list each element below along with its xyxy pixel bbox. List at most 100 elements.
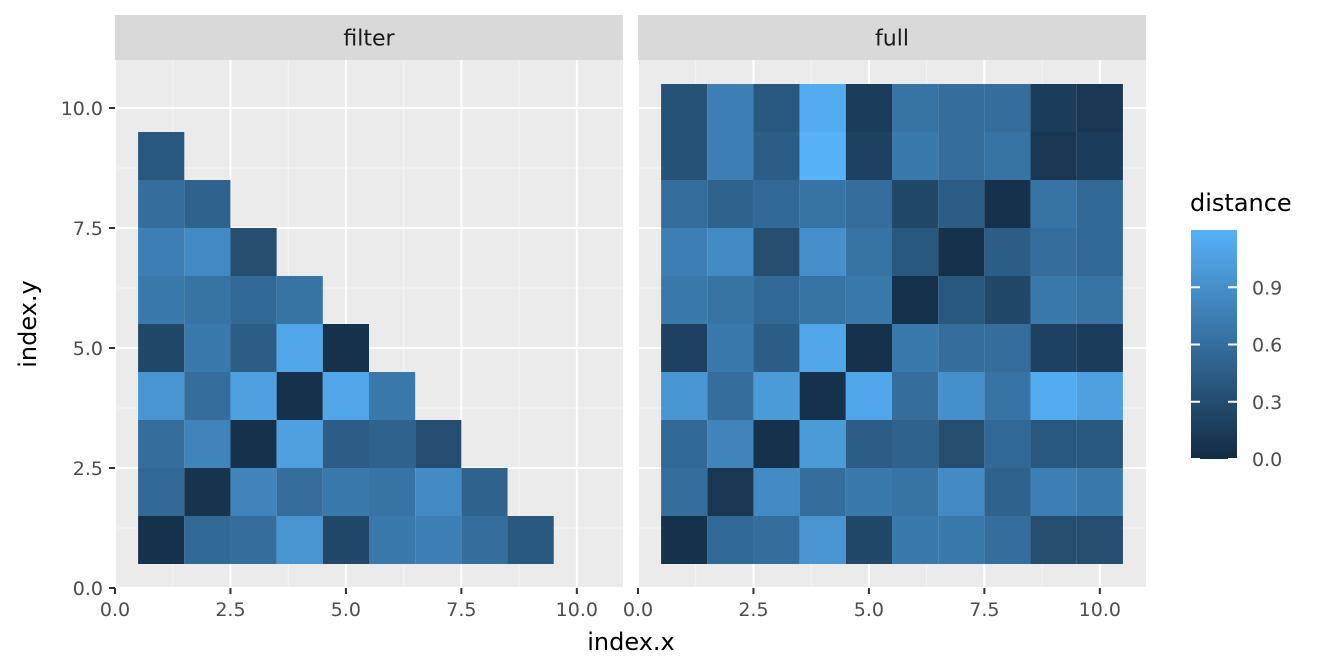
- heatmap-tile: [230, 276, 277, 324]
- heatmap-tile: [984, 324, 1031, 372]
- heatmap-tile: [799, 372, 846, 420]
- facet-strip: [115, 15, 623, 60]
- heatmap-tile: [984, 276, 1031, 324]
- heatmap-tile: [461, 516, 508, 564]
- heatmap-tile: [892, 132, 939, 180]
- heatmap-tile: [984, 132, 1031, 180]
- heatmap-tile: [1030, 84, 1077, 132]
- x-axis-title: index.x: [587, 628, 675, 656]
- y-tick-label: 5.0: [73, 338, 103, 360]
- heatmap-tile: [138, 468, 185, 516]
- heatmap-tile: [707, 372, 754, 420]
- heatmap-tile: [661, 84, 708, 132]
- panel-filter: filter 0.0 2.5 5.0 7.5 10.0: [100, 15, 623, 621]
- heatmap-tile: [845, 468, 892, 516]
- heatmap-tile: [845, 420, 892, 468]
- heatmap-tile: [938, 420, 985, 468]
- heatmap-tile: [322, 372, 369, 420]
- heatmap-tile: [707, 420, 754, 468]
- heatmap-tile: [322, 324, 369, 372]
- heatmap-tile: [892, 84, 939, 132]
- legend-tick-label: 0.0: [1252, 449, 1282, 471]
- x-tick-label: 2.5: [738, 599, 768, 621]
- panel-full: full 0.0 2.5 5.0 7.5 10.0: [623, 15, 1146, 621]
- heatmap-tile: [1030, 420, 1077, 468]
- y-tick-label: 0.0: [73, 578, 103, 600]
- x-tick-label: 10.0: [556, 599, 598, 621]
- heatmap-tile: [984, 180, 1031, 228]
- facet-label: full: [875, 27, 909, 52]
- heatmap-tile: [1076, 420, 1123, 468]
- heatmap-tile: [184, 420, 231, 468]
- heatmap-tile: [184, 468, 231, 516]
- heatmap-tile: [892, 228, 939, 276]
- heatmap-tile: [276, 420, 323, 468]
- heatmap-tile: [1076, 324, 1123, 372]
- heatmap-tile: [799, 468, 846, 516]
- heatmap-tile: [984, 372, 1031, 420]
- heatmap-tile: [1076, 468, 1123, 516]
- heatmap-tile: [415, 420, 462, 468]
- heatmap-tile: [938, 228, 985, 276]
- heatmap-tile: [938, 276, 985, 324]
- heatmap-tile: [707, 180, 754, 228]
- heatmap-tile: [138, 180, 185, 228]
- legend-tick-label: 0.3: [1252, 392, 1282, 414]
- legend: distance 0.0 0.3 0.6 0.9: [1190, 189, 1292, 471]
- heatmap-tile: [661, 132, 708, 180]
- x-tick-label: 2.5: [215, 599, 245, 621]
- heatmap-tile: [707, 324, 754, 372]
- heatmap-tile: [845, 132, 892, 180]
- x-tick-label: 0.0: [100, 599, 130, 621]
- heatmap-tile: [230, 468, 277, 516]
- heatmap-tile: [938, 516, 985, 564]
- heatmap-tile: [661, 180, 708, 228]
- heatmap-tile: [1076, 372, 1123, 420]
- heatmap-tile: [322, 468, 369, 516]
- heatmap-tile: [661, 372, 708, 420]
- heatmap-tile: [138, 516, 185, 564]
- heatmap-tile: [276, 372, 323, 420]
- y-axis-title: index.y: [14, 280, 42, 368]
- facet-label: filter: [343, 27, 395, 52]
- legend-tick-label: 0.6: [1252, 335, 1282, 357]
- heatmap-tile: [661, 468, 708, 516]
- heatmap-tile: [892, 372, 939, 420]
- heatmap-tile: [184, 180, 231, 228]
- legend-title: distance: [1190, 189, 1292, 217]
- heatmap-tile: [507, 516, 554, 564]
- heatmap-tile: [322, 516, 369, 564]
- x-tick-label: 7.5: [446, 599, 476, 621]
- x-tick-label: 10.0: [1079, 599, 1121, 621]
- heatmap-tile: [892, 420, 939, 468]
- heatmap-tile: [938, 372, 985, 420]
- heatmap-tile: [369, 372, 416, 420]
- heatmap-tile: [661, 420, 708, 468]
- heatmap-tile: [799, 420, 846, 468]
- heatmap-tile: [230, 372, 277, 420]
- heatmap-tile: [369, 516, 416, 564]
- x-tick-label: 5.0: [854, 599, 884, 621]
- heatmap-tile: [661, 516, 708, 564]
- heatmap-tile: [461, 468, 508, 516]
- heatmap-tile: [1030, 516, 1077, 564]
- heatmap-tile: [1030, 132, 1077, 180]
- heatmap-tile: [892, 324, 939, 372]
- heatmap-tile: [276, 468, 323, 516]
- x-tick-label: 5.0: [331, 599, 361, 621]
- heatmap-tile: [938, 468, 985, 516]
- heatmap-tile: [799, 516, 846, 564]
- heatmap-tile: [799, 180, 846, 228]
- heatmap-tile: [799, 228, 846, 276]
- heatmap-tile: [1076, 180, 1123, 228]
- heatmap-tile: [799, 276, 846, 324]
- heatmap-tile: [369, 420, 416, 468]
- heatmap-tile: [230, 228, 277, 276]
- heatmap-tile: [845, 84, 892, 132]
- y-tick-label: 2.5: [73, 458, 103, 480]
- heatmap-tile: [138, 132, 185, 180]
- heatmap-tile: [1030, 228, 1077, 276]
- heatmap-tile: [1076, 516, 1123, 564]
- heatmap-tile: [845, 180, 892, 228]
